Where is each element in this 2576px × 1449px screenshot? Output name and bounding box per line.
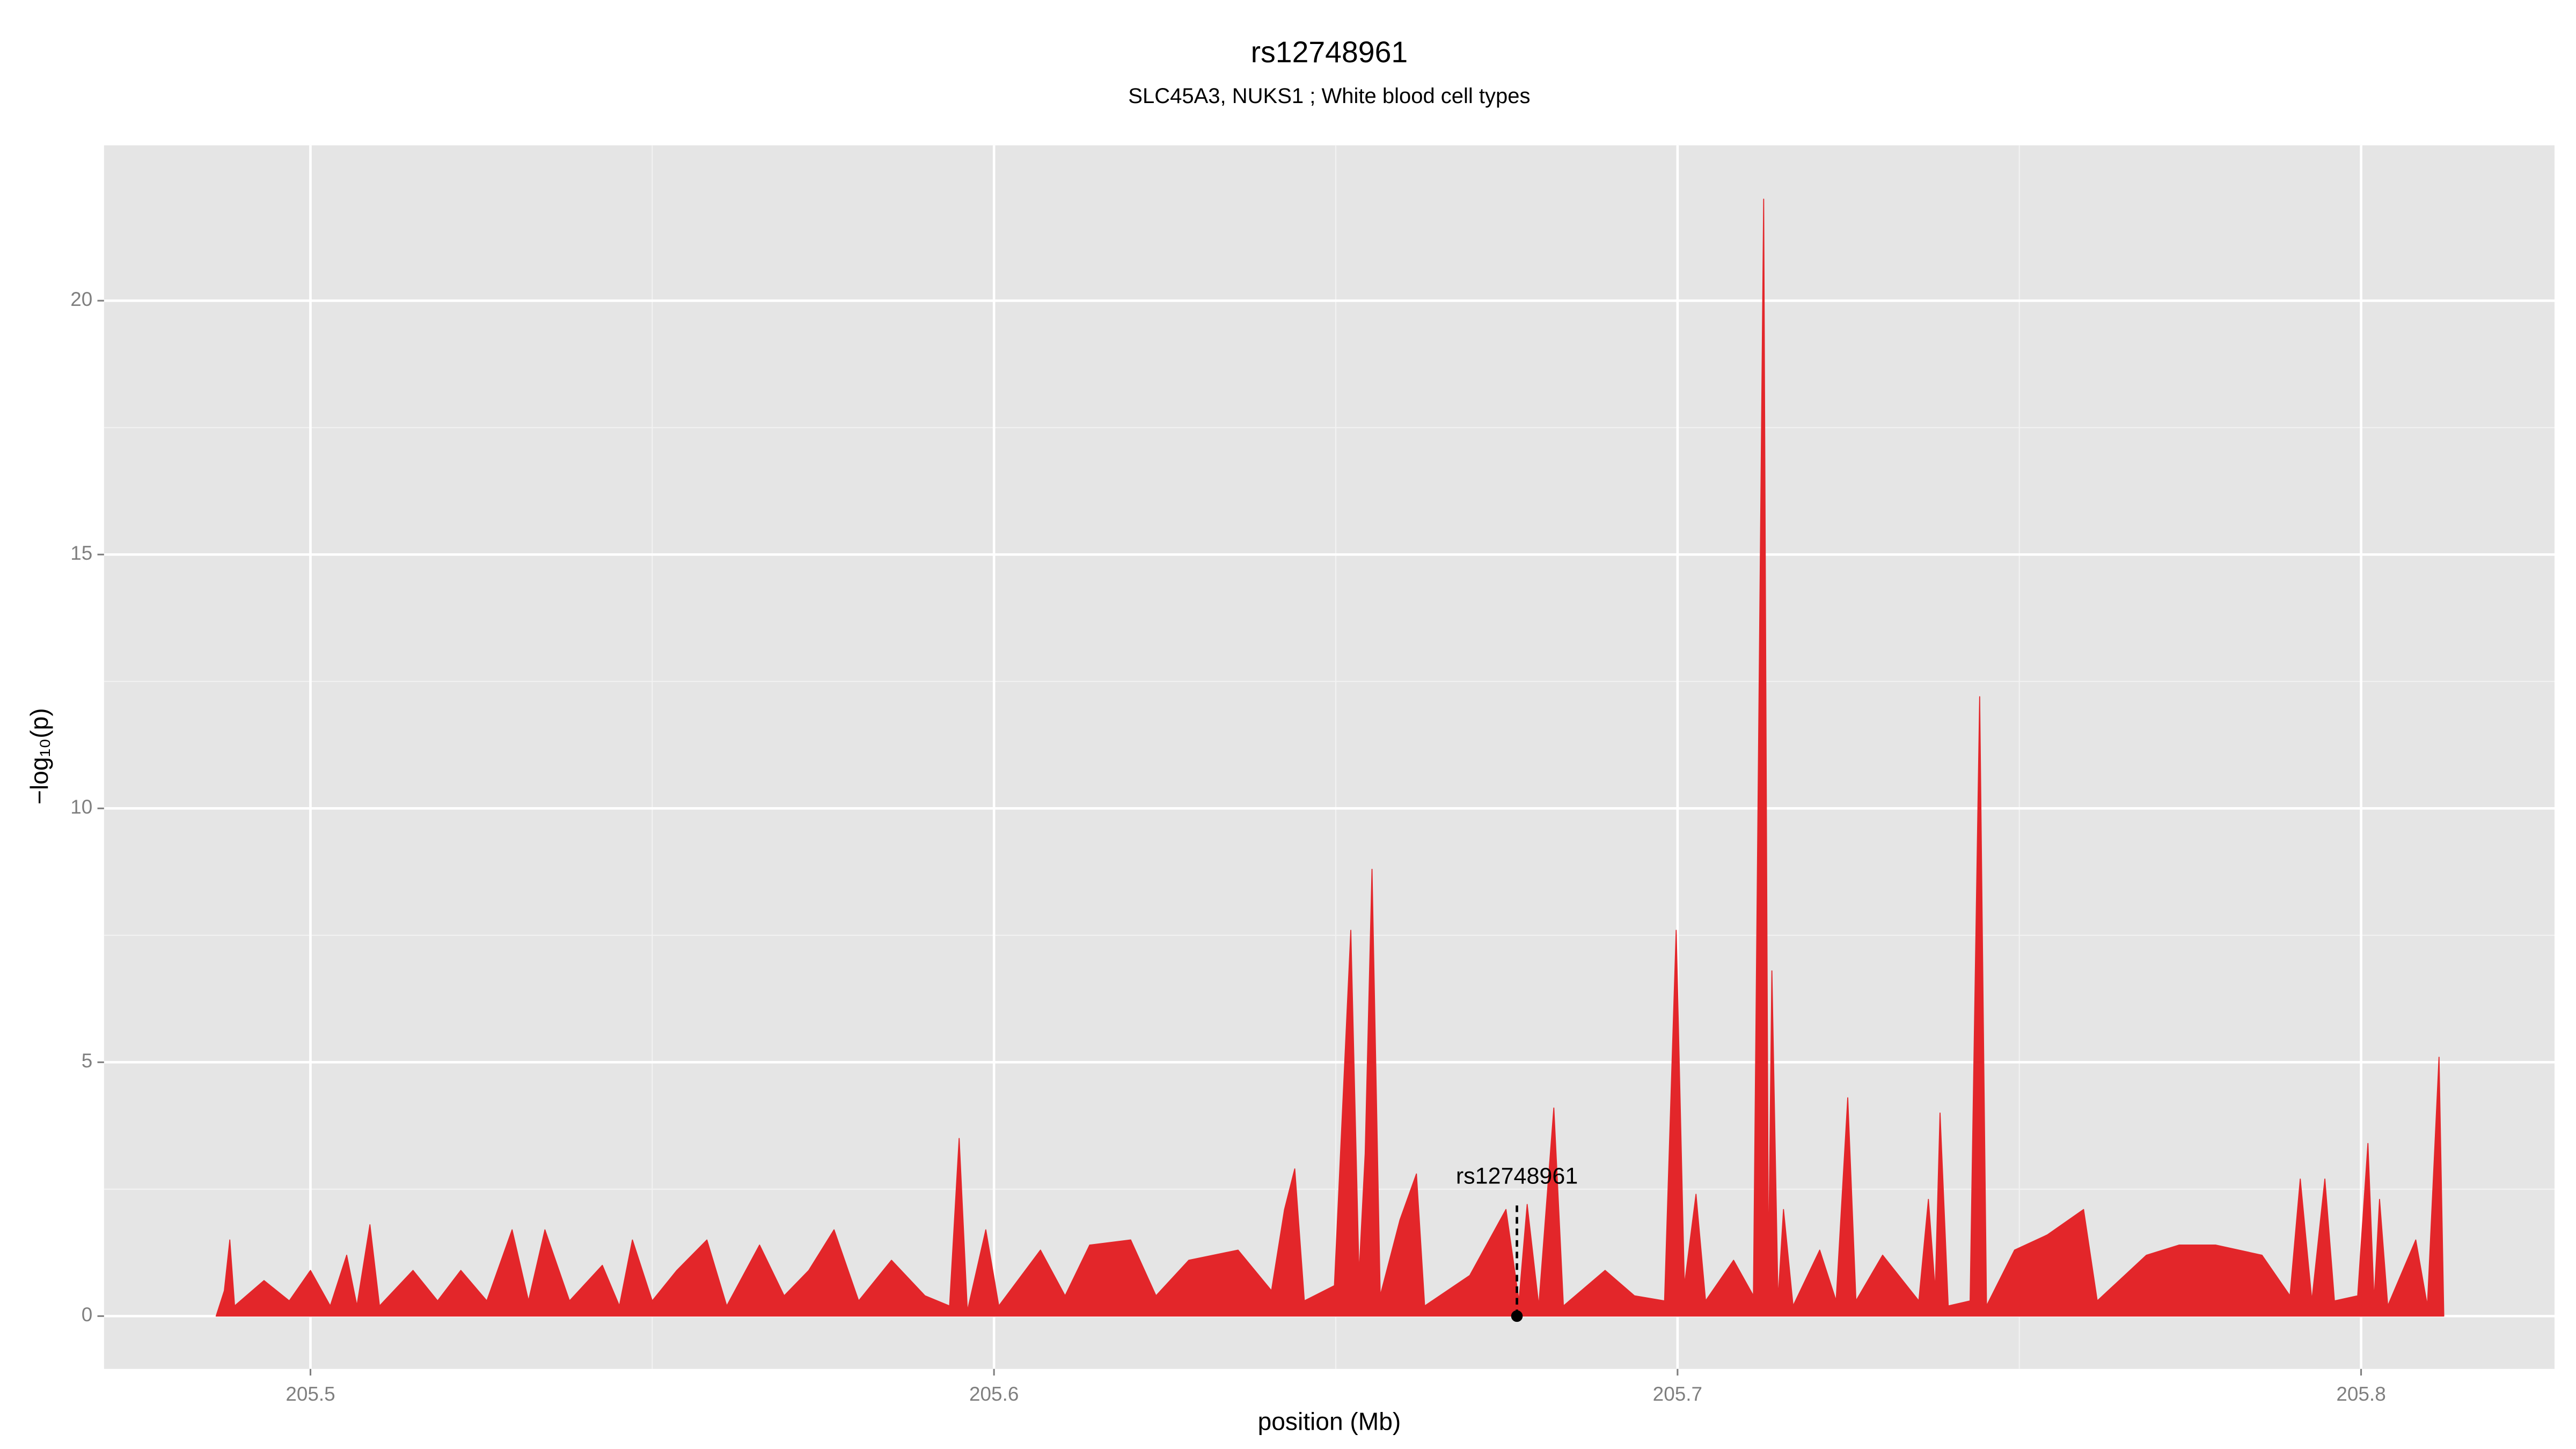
y-tick-label: 0 [82,1304,93,1326]
y-tick-label: 15 [70,542,92,564]
chart-title: rs12748961 [1251,35,1408,69]
y-tick-label: 10 [70,796,92,818]
plot-panel [104,145,2555,1369]
annotation-label: rs12748961 [1456,1163,1578,1189]
chart-subtitle: SLC45A3, NUKS1 ; White blood cell types [1128,84,1530,108]
y-tick-label: 20 [70,288,92,310]
x-tick-label: 205.8 [2336,1383,2385,1405]
area [215,199,2445,1317]
x-tick-label: 205.7 [1653,1383,1702,1405]
x-tick-label: 205.6 [969,1383,1019,1405]
x-tick-label: 205.5 [286,1383,335,1405]
y-tick-label: 5 [82,1050,93,1072]
annotation-point [1511,1310,1523,1322]
y-axis-label: −log₁₀(p) [25,708,53,804]
x-axis-label: position (Mb) [1258,1407,1401,1435]
